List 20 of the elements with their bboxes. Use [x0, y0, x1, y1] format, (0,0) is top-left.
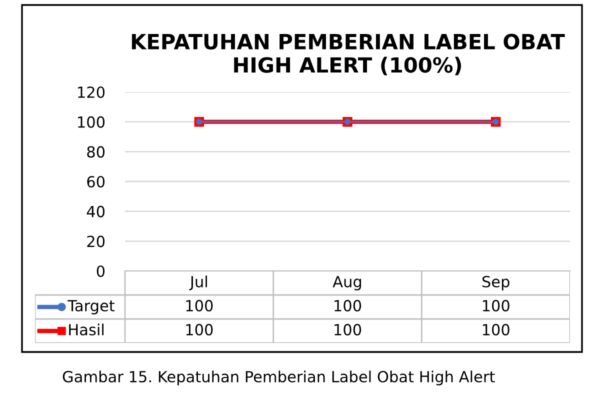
legend-label: Target [68, 300, 115, 314]
x-tick-label: Sep [482, 276, 510, 290]
text: Gambar 15. Kepatuhan Pemberian Label Obat High Alert [62, 370, 495, 386]
data-label: 100 [334, 324, 362, 336]
y-tick-label: 40 [86, 206, 105, 218]
y-tick-label: 0 [96, 265, 105, 278]
x-tick-label: Jul [189, 276, 207, 290]
y-tick-label: 20 [87, 236, 105, 248]
data-label: 100 [334, 300, 362, 312]
data-label: 100 [186, 300, 213, 312]
y-tick-label: 120 [78, 86, 105, 98]
y-tick-label: 100 [78, 116, 105, 128]
data-label: 100 [186, 324, 213, 336]
legend-label: Hasil [69, 324, 104, 336]
data-label: 100 [482, 300, 510, 312]
y-tick-label: 80 [87, 146, 105, 158]
chart-title: KEPATUHAN PEMBERIAN LABEL OBAT HIGH ALERT (100%) [132, 34, 565, 76]
x-tick-label: Aug [332, 276, 362, 290]
y-tick-label: 60 [87, 176, 105, 188]
data-label: 100 [482, 324, 510, 336]
